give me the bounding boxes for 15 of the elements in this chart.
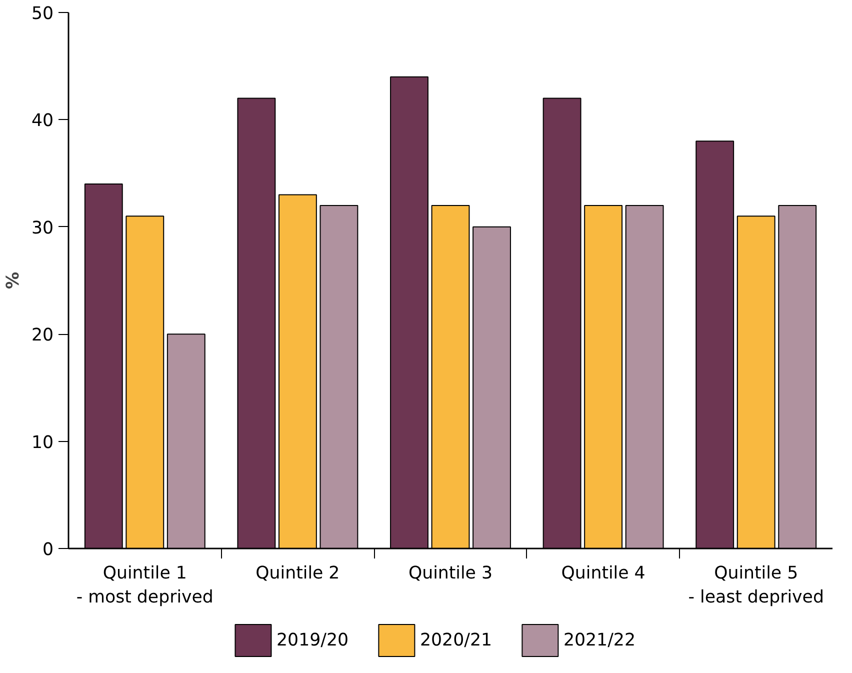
y-tick-label: 0 — [42, 540, 54, 560]
x-tick-label: Quintile 3 — [408, 564, 493, 584]
legend-label: 2019/20 — [276, 630, 349, 650]
x-tick-label: Quintile 5 - least deprived — [688, 564, 824, 608]
y-tick-label: 40 — [31, 111, 54, 132]
y-tick-label: 20 — [31, 326, 54, 346]
x-tick-label: Quintile 2 — [256, 564, 340, 584]
y-tick-label: 10 — [31, 432, 54, 453]
y-axis-title: % — [3, 272, 24, 290]
y-tick-label: 50 — [31, 4, 54, 24]
legend-label: 2020/21 — [420, 630, 492, 650]
x-tick-label: Quintile 4 — [561, 564, 646, 584]
x-tick-label: Quintile 1 - most deprived — [76, 564, 214, 608]
legend-label: 2021/22 — [563, 630, 636, 650]
y-tick-label: 30 — [31, 218, 54, 238]
